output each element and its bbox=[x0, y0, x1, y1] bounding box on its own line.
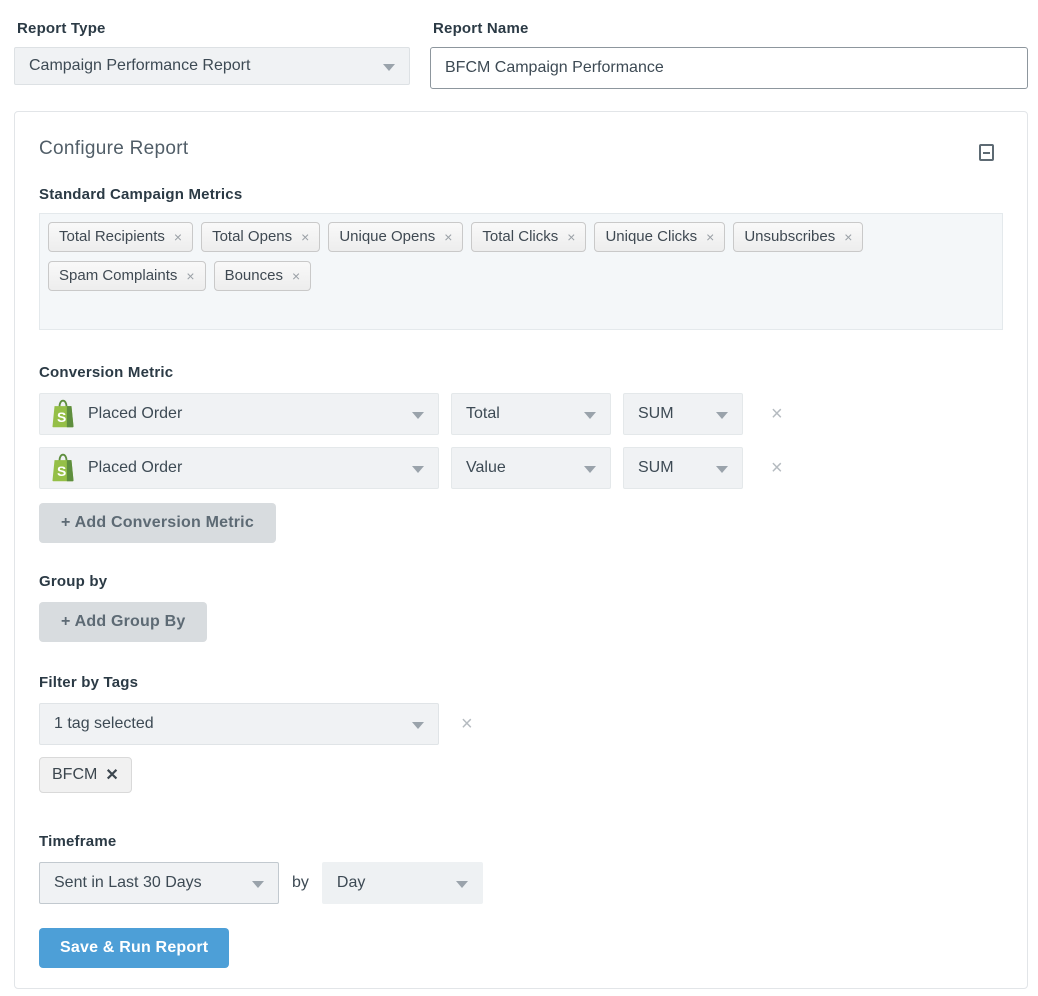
chip-remove-icon[interactable]: × bbox=[186, 267, 195, 284]
metric-chip: Total Clicks × bbox=[471, 222, 587, 252]
chevron-down-icon bbox=[584, 466, 596, 473]
metric-chip: Bounces × bbox=[213, 261, 312, 291]
chevron-down-icon bbox=[412, 466, 424, 473]
configure-report-panel: Configure Report Standard Campaign Metri… bbox=[14, 111, 1028, 989]
filter-by-tags-label: Filter by Tags bbox=[39, 674, 139, 691]
chevron-down-icon bbox=[716, 466, 728, 473]
timeframe-label: Timeframe bbox=[39, 833, 117, 850]
conversion-metric-select[interactable]: S Placed Order bbox=[39, 393, 439, 435]
tag-filter-value: 1 tag selected bbox=[54, 715, 154, 732]
standard-metrics-label: Standard Campaign Metrics bbox=[39, 186, 243, 203]
conversion-metric-select[interactable]: S Placed Order bbox=[39, 447, 439, 489]
metric-chip-label: Bounces bbox=[224, 267, 283, 284]
timeframe-interval-value: Day bbox=[336, 874, 366, 891]
report-type-select[interactable]: Campaign Performance Report bbox=[14, 47, 410, 85]
conversion-dimension-value: Value bbox=[466, 459, 506, 476]
tag-filter-row: 1 tag selected × bbox=[39, 703, 1003, 745]
group-by-label: Group by bbox=[39, 573, 108, 590]
chip-remove-icon[interactable]: × bbox=[173, 228, 183, 245]
remove-row-icon[interactable]: × bbox=[771, 457, 783, 479]
metric-chip-label: Unsubscribes bbox=[744, 228, 836, 245]
report-name-input[interactable] bbox=[430, 47, 1028, 89]
chevron-down-icon bbox=[412, 722, 424, 729]
report-type-field: Report Type Campaign Performance Report bbox=[14, 18, 410, 89]
report-name-label: Report Name bbox=[433, 20, 529, 37]
conversion-metric-value: Placed Order bbox=[88, 405, 183, 422]
add-group-by-button[interactable]: + Add Group By bbox=[39, 602, 208, 642]
standard-metrics-box[interactable]: Total Recipients × Total Opens × Unique … bbox=[39, 213, 1003, 330]
chevron-down-icon bbox=[455, 881, 468, 888]
metric-chip-label: Total Clicks bbox=[482, 228, 559, 245]
tag-filter-select[interactable]: 1 tag selected bbox=[39, 703, 439, 745]
chip-remove-icon[interactable]: × bbox=[844, 228, 853, 245]
chevron-down-icon bbox=[716, 412, 728, 419]
chevron-down-icon bbox=[252, 881, 264, 888]
tag-chip-label: BFCM bbox=[52, 766, 98, 783]
conversion-aggregate-select[interactable]: SUM bbox=[623, 447, 743, 489]
remove-row-icon[interactable]: × bbox=[771, 403, 783, 425]
svg-text:S: S bbox=[57, 463, 66, 479]
panel-title: Configure Report bbox=[39, 138, 189, 159]
chip-remove-icon[interactable]: × bbox=[706, 228, 715, 245]
conversion-aggregate-select[interactable]: SUM bbox=[623, 393, 743, 435]
conversion-aggregate-value: SUM bbox=[638, 405, 674, 422]
timeframe-row: Sent in Last 30 Days by Day bbox=[39, 862, 1003, 904]
conversion-metric-value: Placed Order bbox=[88, 459, 183, 476]
conversion-metric-row: S Placed Order Value SUM × bbox=[39, 447, 1003, 489]
metric-chip: Spam Complaints × bbox=[48, 261, 206, 291]
metric-chip: Unique Clicks × bbox=[594, 222, 726, 252]
shopify-icon: S bbox=[52, 399, 74, 428]
metric-chip-label: Spam Complaints bbox=[59, 267, 178, 284]
save-run-report-button[interactable]: Save & Run Report bbox=[39, 928, 230, 968]
conversion-metric-row: S Placed Order Total SUM × bbox=[39, 393, 1003, 435]
conversion-metric-label: Conversion Metric bbox=[39, 364, 174, 381]
conversion-dimension-select[interactable]: Value bbox=[451, 447, 611, 489]
metric-chip: Unique Opens × bbox=[328, 222, 464, 252]
timeframe-range-select[interactable]: Sent in Last 30 Days bbox=[39, 862, 279, 904]
collapse-panel-icon[interactable] bbox=[979, 144, 994, 161]
svg-text:S: S bbox=[57, 409, 66, 425]
metric-chip-label: Unique Opens bbox=[339, 228, 436, 245]
conversion-dimension-select[interactable]: Total bbox=[451, 393, 611, 435]
metric-chip: Unsubscribes × bbox=[733, 222, 864, 252]
chevron-down-icon bbox=[412, 412, 424, 419]
metric-chip: Total Opens × bbox=[201, 222, 321, 252]
chip-remove-icon[interactable]: × bbox=[291, 267, 301, 284]
metric-chip-label: Total Opens bbox=[212, 228, 293, 245]
conversion-dimension-value: Total bbox=[466, 405, 500, 422]
clear-tag-filter-icon[interactable]: × bbox=[461, 713, 473, 735]
tag-chip: BFCM ✕ bbox=[39, 757, 132, 793]
shopify-icon: S bbox=[52, 453, 74, 482]
tag-remove-icon[interactable]: ✕ bbox=[105, 767, 119, 784]
chip-remove-icon[interactable]: × bbox=[301, 228, 310, 245]
chip-remove-icon[interactable]: × bbox=[444, 228, 453, 245]
report-name-field: Report Name bbox=[430, 18, 1028, 89]
metric-chip-label: Total Recipients bbox=[59, 228, 165, 245]
report-header-row: Report Type Campaign Performance Report … bbox=[14, 18, 1028, 89]
timeframe-range-value: Sent in Last 30 Days bbox=[54, 874, 202, 891]
timeframe-interval-select[interactable]: Day bbox=[321, 862, 483, 904]
timeframe-by-label: by bbox=[292, 874, 309, 891]
chip-remove-icon[interactable]: × bbox=[567, 228, 576, 245]
report-type-value: Campaign Performance Report bbox=[29, 57, 251, 74]
conversion-aggregate-value: SUM bbox=[638, 459, 674, 476]
report-type-label: Report Type bbox=[17, 20, 106, 37]
chevron-down-icon bbox=[383, 64, 395, 71]
chevron-down-icon bbox=[584, 412, 596, 419]
metric-chip-label: Unique Clicks bbox=[605, 228, 698, 245]
add-conversion-metric-button[interactable]: + Add Conversion Metric bbox=[39, 503, 276, 543]
metric-chip: Total Recipients × bbox=[48, 222, 194, 252]
